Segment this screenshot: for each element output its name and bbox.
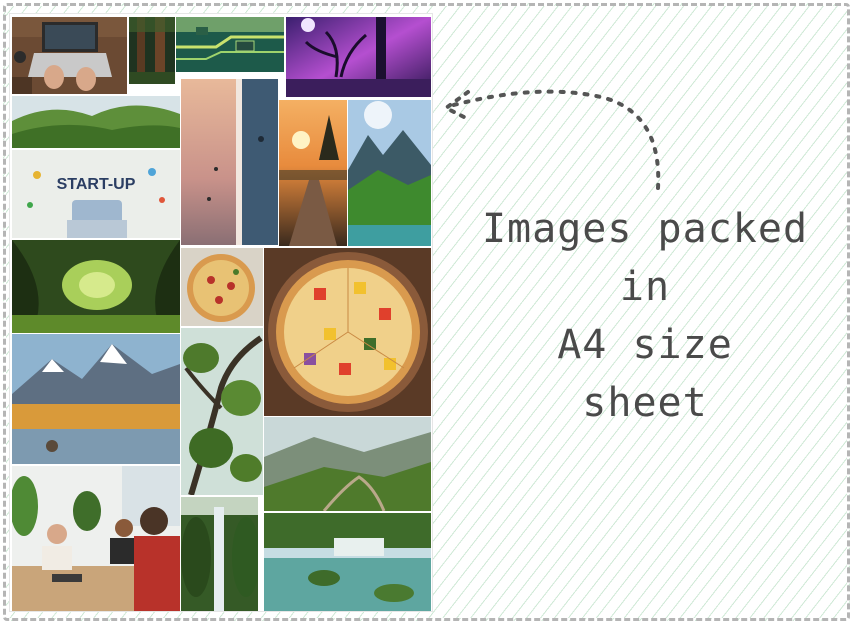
snow-mountain-photo [12,334,180,464]
sunset-path-photo [279,100,347,246]
mountain-lake-photo [348,100,431,246]
meeting-photo [12,466,180,611]
caption-line-2: in [619,264,671,310]
circuit-board-photo [176,17,284,72]
mountain-trail-photo [264,417,431,511]
purple-tree-photo [286,17,431,97]
beach-photo [181,79,278,245]
startup-text: START-UP [56,176,136,193]
startup-photo: START-UP [12,150,180,238]
waterfall-photo [181,497,258,611]
green-hills-photo [12,96,180,148]
lagoon-photo [264,513,431,611]
dotted-arrow-icon [442,89,661,190]
forest-photo [129,17,175,84]
forest-tunnel-photo [12,240,180,333]
big-pizza-photo [264,248,431,416]
caption-line-4: sheet [582,380,708,426]
caption: Images packed in A4 size sheet [460,200,830,432]
small-pizza-photo [181,248,263,326]
laptop-photo [12,17,127,94]
caption-line-1: Images packed [481,206,809,252]
a4-sheet: START-UP [10,14,432,611]
caption-line-3: A4 size [557,322,733,368]
tree-canopy-photo [181,328,263,495]
